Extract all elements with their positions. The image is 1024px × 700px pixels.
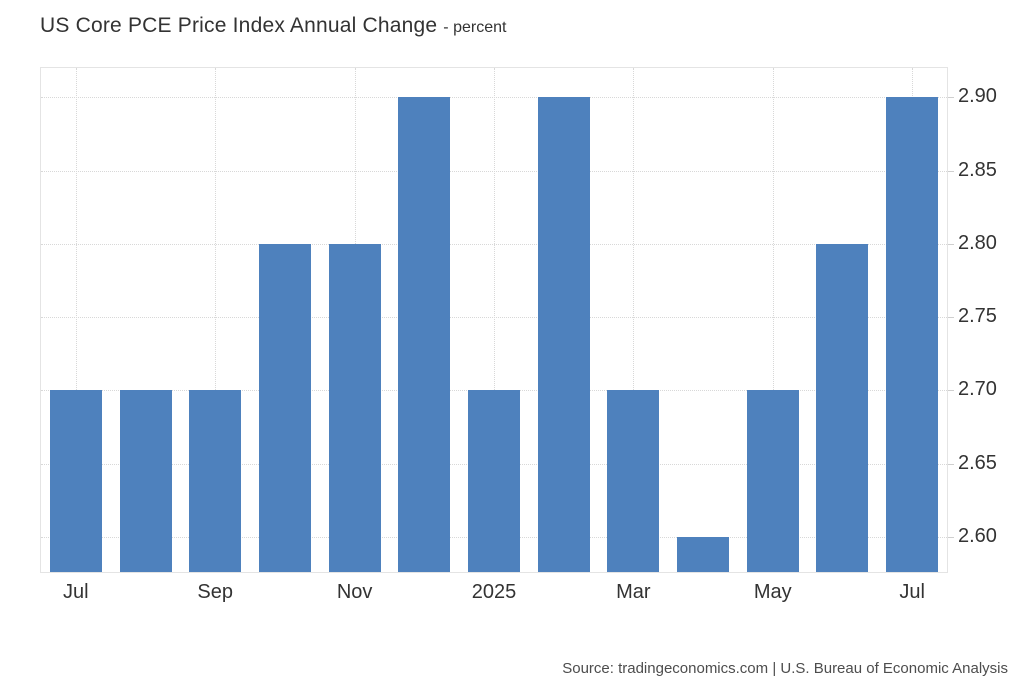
bar-jul-2025[interactable] — [886, 97, 939, 572]
plot-area — [40, 67, 948, 573]
bar-dec-2024[interactable] — [398, 97, 451, 572]
y-tick-mark — [948, 317, 954, 319]
x-axis-label: Mar — [616, 581, 651, 603]
x-gridline — [633, 68, 635, 572]
x-axis-label: Jul — [899, 581, 925, 603]
bar-may-2025[interactable] — [746, 390, 799, 572]
x-axis-label: 2025 — [471, 581, 517, 603]
chart-title-unit: - percent — [443, 19, 507, 36]
y-tick-mark — [948, 390, 954, 392]
x-axis-label: Nov — [336, 581, 373, 603]
x-axis-label: Jul — [63, 581, 89, 603]
y-tick-mark — [948, 243, 954, 245]
y-tick-mark — [948, 97, 954, 99]
source-caption: Source: tradingeconomics.com | U.S. Bure… — [562, 660, 1008, 677]
x-gridline — [494, 68, 495, 572]
x-axis-label: May — [753, 581, 792, 603]
y-axis-label: 2.70 — [958, 378, 997, 401]
chart-header: US Core PCE Price Index Annual Change - p… — [40, 14, 506, 38]
bar-mar-2025[interactable] — [607, 390, 660, 572]
y-axis-label: 2.90 — [958, 85, 997, 108]
bar-feb-2025[interactable] — [537, 97, 590, 572]
bar-jun-2025[interactable] — [816, 243, 869, 572]
x-gridline — [215, 68, 217, 572]
y-axis-label: 2.75 — [958, 305, 997, 328]
y-tick-mark — [948, 463, 954, 465]
bar-jul-2024[interactable] — [49, 390, 102, 572]
y-axis-label: 2.65 — [958, 451, 997, 474]
x-axis-label: Sep — [197, 581, 234, 603]
x-gridline — [772, 68, 774, 572]
y-axis-label: 2.60 — [958, 524, 997, 547]
bar-nov-2024[interactable] — [328, 243, 381, 572]
bar-jan-2025[interactable] — [468, 390, 520, 572]
bar-aug-2024[interactable] — [119, 390, 172, 572]
x-gridline — [75, 68, 77, 572]
bar-apr-2025[interactable] — [677, 536, 730, 572]
y-tick-mark — [948, 536, 954, 538]
bar-sep-2024[interactable] — [189, 390, 242, 572]
bar-oct-2024[interactable] — [258, 243, 311, 572]
y-axis-label: 2.85 — [958, 158, 997, 181]
chart-title: US Core PCE Price Index Annual Change — [40, 14, 438, 37]
y-axis-label: 2.80 — [958, 231, 997, 254]
y-tick-mark — [948, 170, 954, 172]
